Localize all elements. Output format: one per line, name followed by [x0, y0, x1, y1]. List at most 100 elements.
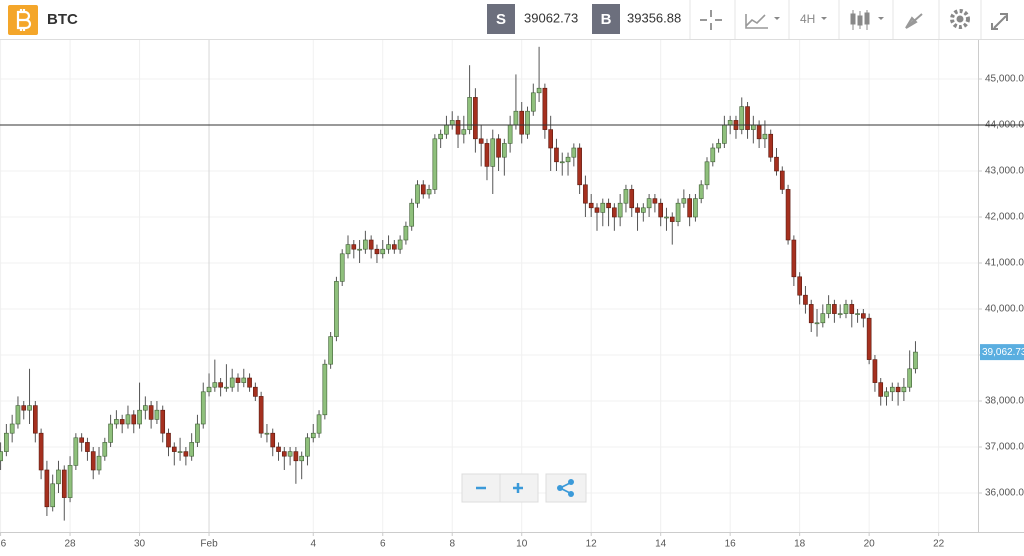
candle-body-down	[635, 207, 640, 213]
candle-body-up	[693, 198, 698, 218]
candles	[0, 46, 918, 521]
candle-body-up	[513, 110, 519, 126]
candle-body-down	[455, 120, 461, 135]
candle-body-down	[496, 138, 501, 158]
sell-label: S	[496, 11, 506, 28]
candle-body-down	[85, 442, 90, 452]
candle-body-down	[374, 248, 380, 255]
sell-price[interactable]: 39062.73	[524, 10, 578, 25]
y-tick-label: 38,000.00	[985, 396, 1024, 407]
candle-body-up	[461, 129, 467, 135]
candle-body-up	[507, 124, 513, 144]
x-tick-label: 16	[725, 539, 737, 550]
candle-body-down	[351, 244, 357, 250]
symbol: BTC	[47, 11, 78, 28]
candle-body-down	[148, 405, 154, 420]
candle-body-down	[44, 469, 50, 508]
candle-body-down	[131, 414, 137, 425]
candle-body-down	[861, 313, 866, 319]
candle-body-down	[90, 451, 96, 471]
candle-body-up	[299, 455, 305, 462]
candle-body-down	[745, 106, 750, 130]
candle-body-down	[519, 110, 525, 135]
candle-body-up	[102, 442, 108, 457]
candle-body-up	[640, 207, 646, 213]
candle-body-up	[600, 202, 606, 213]
candle-body-up	[449, 120, 455, 126]
candle-body-up	[571, 147, 577, 158]
y-tick-label: 36,000.00	[985, 488, 1024, 499]
candle-body-down	[160, 409, 166, 434]
candle-body-down	[629, 189, 635, 209]
candle-body-up	[200, 391, 206, 425]
candle-body-up	[837, 313, 843, 315]
indicator-button[interactable]	[850, 10, 870, 30]
buy-price[interactable]: 39356.88	[627, 10, 681, 25]
candle-body-up	[96, 455, 102, 471]
candle-body-down	[669, 216, 675, 222]
candle-body-up	[722, 124, 727, 144]
candle-body-up	[0, 451, 3, 462]
sell-button[interactable]	[487, 4, 515, 34]
candle-body-up	[820, 313, 826, 324]
candle-body-up	[502, 143, 507, 158]
candle-body-up	[189, 442, 194, 457]
candle-body-up	[125, 414, 131, 425]
candle-body-up	[727, 120, 733, 126]
candle-body-up	[403, 225, 409, 241]
y-tick-label: 43,000.00	[985, 166, 1024, 177]
btc-glyph	[16, 9, 32, 31]
candle-body-up	[415, 184, 420, 204]
candle-body-down	[235, 377, 241, 383]
candle-body-down	[478, 138, 484, 144]
candle-body-down	[171, 446, 177, 452]
candle-body-down	[247, 377, 252, 388]
candle-body-down	[21, 405, 27, 411]
toolbar-separators	[689, 0, 982, 39]
candle-body-up	[154, 409, 160, 420]
candle-body-up	[386, 244, 391, 250]
buy-button[interactable]	[592, 4, 620, 34]
candle-body-down	[588, 202, 594, 209]
candle-body-down	[253, 386, 258, 397]
candle-body-up	[4, 432, 9, 452]
y-tick-label: 40,000.00	[985, 304, 1024, 315]
candle-body-up	[530, 92, 536, 112]
fullscreen-button[interactable]	[991, 13, 1008, 30]
plus-icon	[513, 483, 523, 493]
candle-body-up	[195, 423, 200, 443]
candle-body-up	[50, 483, 56, 508]
candle-body-down	[832, 304, 837, 314]
candle-body-down	[872, 359, 878, 383]
settings-button[interactable]	[950, 9, 970, 29]
candle-body-up	[56, 469, 61, 485]
share-button[interactable]	[545, 473, 587, 503]
candle-body-up	[751, 124, 756, 130]
candle-body-up	[884, 391, 889, 397]
candle-body-down	[808, 304, 814, 324]
chart-type-button[interactable]	[745, 14, 768, 29]
x-tick-label: 28	[65, 539, 77, 550]
candle-body-up	[339, 253, 345, 282]
candle-body-down	[293, 451, 299, 462]
settings-hub	[956, 15, 964, 23]
x-tick-label: 14	[655, 539, 667, 550]
candle-body-up	[681, 198, 687, 204]
crosshair-button[interactable]	[700, 10, 722, 30]
candle-body-down	[895, 386, 901, 393]
candle-body-down	[183, 451, 189, 457]
candle-body-up	[710, 147, 716, 163]
share-icon	[557, 479, 574, 497]
interval-button[interactable]: 4H	[800, 12, 815, 26]
candle-body-up	[322, 363, 328, 416]
candle-body-down	[542, 87, 548, 130]
candle-body-down	[548, 129, 553, 149]
x-tick-label: 10	[516, 539, 528, 550]
candle-body-down	[484, 143, 490, 167]
candle-body-up	[206, 386, 212, 393]
candle-body-up	[287, 451, 293, 457]
drawing-button[interactable]	[905, 13, 923, 29]
candle-body-up	[310, 432, 316, 439]
candle-body-up	[328, 336, 333, 365]
candle-body-down	[878, 382, 884, 397]
